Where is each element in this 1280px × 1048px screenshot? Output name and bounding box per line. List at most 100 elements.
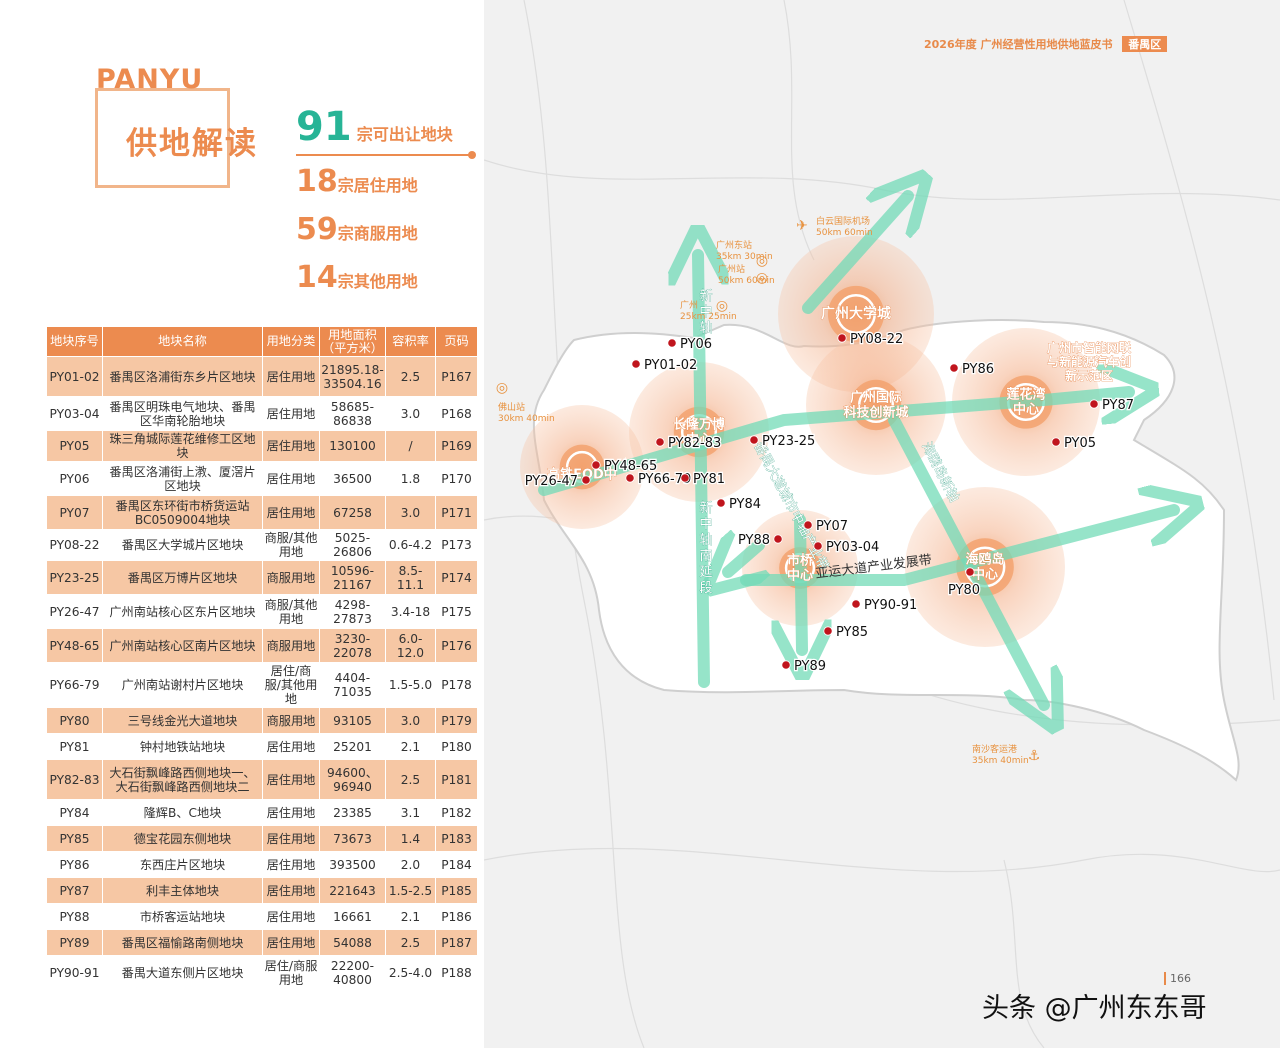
district-map: 高铁EOD中长隆万博中心广州大学城广州国际科技创新城莲花湾中心市桥中心海鸥岛中心… (484, 0, 1280, 1048)
cell-page: P186 (435, 903, 478, 930)
transport-name: 白云国际机场 (816, 215, 870, 227)
cell-category: 居住用地 (262, 396, 320, 431)
header-category: 用地分类 (262, 326, 320, 357)
cell-id: PY07 (46, 495, 103, 530)
cell-area: 393500 (319, 851, 386, 878)
transport-icon: ⚓ (1028, 748, 1041, 764)
axis-band (888, 414, 1044, 705)
cell-area: 16661 (319, 903, 386, 930)
transport-name: 广州东站 (716, 239, 752, 251)
center-label: 中心 (686, 432, 712, 448)
axis-label: 延 (699, 565, 712, 580)
plot-marker (837, 333, 847, 343)
cell-area: 4404-71035 (319, 662, 386, 708)
cell-id: PY66-79 (46, 662, 103, 708)
stat-underline (296, 154, 472, 156)
cell-page: P185 (435, 877, 478, 904)
plot-marker (749, 435, 759, 445)
watermark: 头条 @广州东东哥 (982, 993, 1207, 1024)
axis-label: 段 (699, 581, 712, 596)
transport-icon: ◎ (756, 270, 768, 286)
stat-other: 14宗其他用地 (296, 260, 418, 295)
transport-time: 50km 60min (816, 228, 873, 238)
cell-category: 居住用地 (262, 495, 320, 530)
cell-name: 番禺区福愉路南侧地块 (102, 929, 263, 956)
axis-label: 新 (699, 500, 712, 516)
center-label: 广州市智能网联 (1047, 340, 1131, 355)
cell-name: 广州南站核心区东片区地块 (102, 594, 263, 629)
cell-page: P175 (435, 594, 478, 629)
cell-area: 21895.18-33504.16 (319, 356, 386, 397)
cell-id: PY80 (46, 707, 103, 734)
plot-marker (680, 473, 690, 483)
cell-area: 130100 (319, 430, 386, 462)
table-row: PY87 利丰主体地块 居住用地 221643 1.5-2.5 P185 (46, 877, 478, 904)
cell-category: 居住用地 (262, 356, 320, 397)
transport-icon: ◎ (716, 298, 728, 314)
cell-page: P176 (435, 628, 478, 663)
cell-name: 隆辉B、C地块 (102, 799, 263, 826)
cell-far: 2.5 (385, 929, 436, 956)
cell-category: 居住用地 (262, 430, 320, 462)
cell-name: 广州南站核心区南片区地块 (102, 628, 263, 663)
plot-label: PY06 (680, 337, 712, 352)
cell-category: 居住用地 (262, 759, 320, 800)
center-core-ring (857, 386, 895, 424)
axis-label: 中 (699, 517, 712, 532)
plot-label: PY87 (1102, 398, 1134, 413)
cell-page: P167 (435, 356, 478, 397)
title-frame (95, 88, 230, 188)
cell-area: 221643 (319, 877, 386, 904)
cell-page: P181 (435, 759, 478, 800)
cell-area: 22200-40800 (319, 955, 386, 990)
plot-marker (803, 520, 813, 530)
cell-name: 番禺区明珠电气地块、番禺区华南轮胎地块 (102, 396, 263, 431)
transport-name: 南沙客运港 (972, 743, 1017, 755)
plot-label: PY66-79 (638, 472, 691, 487)
cell-page: P183 (435, 825, 478, 852)
cell-page: P187 (435, 929, 478, 956)
table-row: PY01-02 番禺区洛浦街东乡片区地块 居住用地 21895.18-33504.16… (46, 356, 478, 397)
transport-icon: ✈ (796, 218, 808, 234)
cell-name: 番禺区洛浦街上漖、厦滘片区地块 (102, 461, 263, 496)
center-label: 广州大学城 (821, 305, 891, 322)
header-district-badge: 番禺区 (1122, 36, 1168, 52)
cell-category: 居住用地 (262, 799, 320, 826)
plot-marker (581, 475, 591, 485)
cell-id: PY90-91 (46, 955, 103, 990)
center-label: 中心 (1013, 402, 1039, 418)
cell-area: 25201 (319, 733, 386, 760)
cell-name: 德宝花园东侧地块 (102, 825, 263, 852)
cell-id: PY06 (46, 461, 103, 496)
plot-marker (851, 599, 861, 609)
cell-far: 2.1 (385, 903, 436, 930)
cell-page: P179 (435, 707, 478, 734)
axis-label: 新 (699, 288, 712, 304)
table-row: PY81 钟村地铁站地块 居住用地 25201 2.1 P180 (46, 733, 478, 760)
cell-id: PY85 (46, 825, 103, 852)
cell-category: 商服/其他用地 (262, 594, 320, 629)
table-row: PY48-65 广州南站核心区南片区地块 商服用地 3230-22078 6.0-12.… (46, 628, 478, 663)
plot-markers: PY01-02 PY06 PY08-22 PY86 PY87 PY05 PY23-25 PY8… (523, 331, 1135, 676)
cell-name: 番禺区万博片区地块 (102, 560, 263, 595)
axis-label: 轴 (699, 321, 712, 336)
cell-far: 3.1 (385, 799, 436, 826)
cell-category: 居住用地 (262, 733, 320, 760)
cell-far: 1.8 (385, 461, 436, 496)
plot-marker (631, 359, 641, 369)
center-core-ring (836, 294, 876, 334)
stat-underline-dot (468, 151, 476, 159)
table-row: PY86 东西庄片区地块 居住用地 393500 2.0 P184 (46, 851, 478, 878)
cell-far: 3.0 (385, 707, 436, 734)
cell-far: 2.5 (385, 759, 436, 800)
center-label: 莲花湾 (1006, 387, 1045, 403)
cell-id: PY23-25 (46, 560, 103, 595)
cell-id: PY26-47 (46, 594, 103, 629)
cell-page: P182 (435, 799, 478, 826)
cell-far: 3.4-18 (385, 594, 436, 629)
axis-band (800, 514, 802, 650)
table-row: PY88 市桥客运站地块 居住用地 16661 2.1 P186 (46, 903, 478, 930)
table-row: PY08-22 番禺区大学城片区地块 商服/其他用地 5025-26806 0.6-4.… (46, 529, 478, 561)
table-row: PY66-79 广州南站谢村片区地块 居住/商服/其他用地 4404-71035 1.5… (46, 662, 478, 708)
